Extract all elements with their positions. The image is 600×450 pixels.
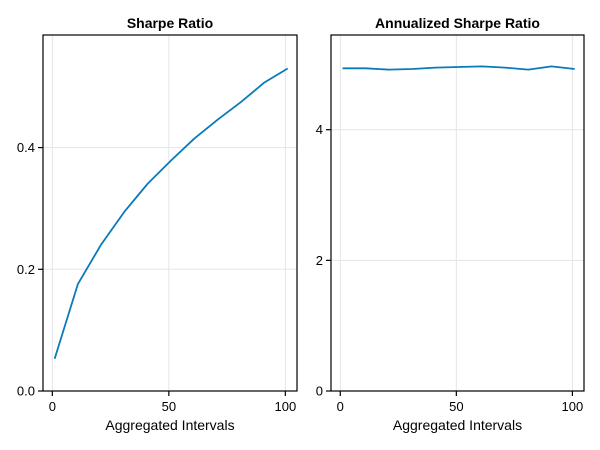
x-tick-label: 0 [337,399,344,414]
x-tick-label: 50 [449,399,463,414]
y-tick-label: 0.4 [17,140,35,155]
y-tick-label: 2 [316,253,323,268]
x-tick-label: 50 [162,399,176,414]
sharpe-ratio-panel: 0 50 100 0.0 0.2 0.4 Sharpe Ratio Aggregated In… [17,15,298,433]
series-line [342,65,575,71]
y-tick-label: 4 [316,122,323,137]
x-tick-label: 100 [562,399,584,414]
x-axis-label: Aggregated Intervals [393,417,522,433]
chart-title: Annualized Sharpe Ratio [375,15,540,31]
x-axis-label: Aggregated Intervals [105,417,234,433]
x-tick-label: 100 [274,399,296,414]
plot-frame [330,34,585,392]
y-tick-label: 0 [316,384,323,399]
y-tick-label: 0.0 [17,384,35,399]
annualized-sharpe-ratio-panel: 0 50 100 0 2 4 Annualized Sharpe Ratio Aggregat… [316,15,585,433]
x-tick-label: 0 [49,399,56,414]
y-tick-label: 0.2 [17,262,35,277]
chart-title: Sharpe Ratio [127,15,213,31]
plot-frame [42,34,298,392]
series-line [53,67,289,360]
